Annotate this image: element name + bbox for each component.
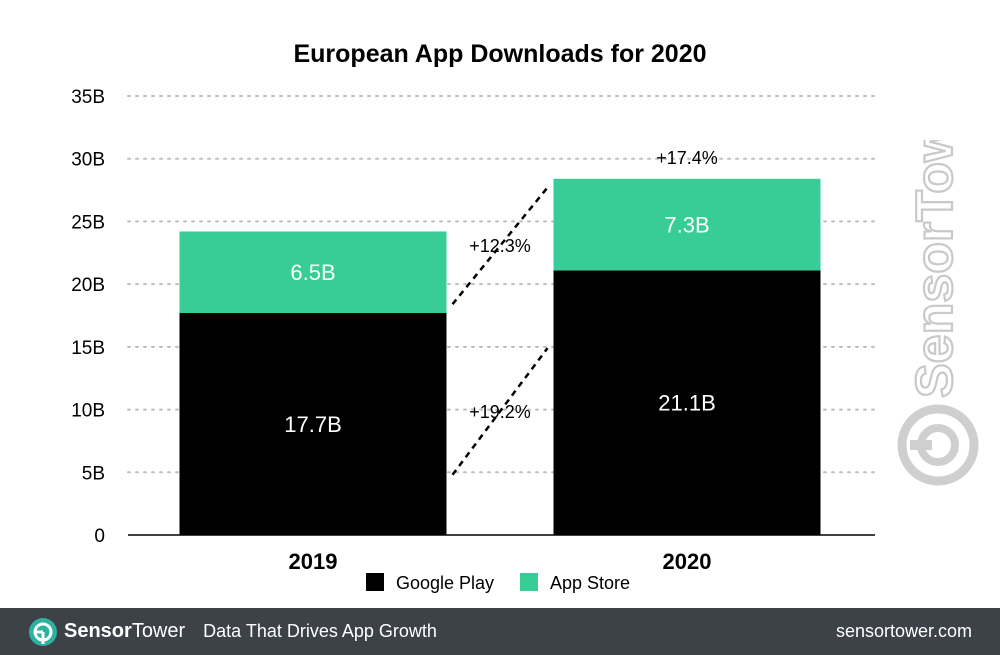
total-growth-label: +17.4% bbox=[656, 148, 718, 168]
bar-data-label: 7.3B bbox=[664, 213, 709, 238]
sensortower-watermark: SensorTower bbox=[890, 71, 990, 500]
app-store-growth-label: +12.3% bbox=[469, 236, 531, 256]
footer-url[interactable]: sensortower.com bbox=[835, 621, 972, 641]
y-tick-label: 20B bbox=[71, 275, 105, 296]
footer-brand-part2: Tower bbox=[131, 620, 186, 642]
sensortower-logo-icon bbox=[897, 404, 979, 486]
y-tick-label: 5B bbox=[82, 463, 105, 484]
bar-2020-google-play bbox=[553, 270, 821, 535]
y-tick-label: 30B bbox=[71, 150, 105, 171]
y-tick-label: 10B bbox=[71, 401, 105, 422]
growth-connector-google-play bbox=[451, 347, 549, 476]
bar-2019-app-store bbox=[179, 231, 447, 313]
bar-data-label: 17.7B bbox=[284, 412, 342, 437]
bar-2020-app-store bbox=[553, 178, 821, 271]
legend-label-google-play: Google Play bbox=[396, 573, 494, 593]
legend-swatch-app-store bbox=[520, 573, 538, 591]
y-tick-label: 15B bbox=[71, 338, 105, 359]
footer-tagline: Data That Drives App Growth bbox=[203, 621, 437, 641]
sensortower-logo-icon bbox=[29, 617, 57, 646]
y-tick-label: 0 bbox=[94, 526, 105, 547]
chart: European App Downloads for 2020 0 5B 10B 15… bbox=[71, 40, 876, 593]
legend-label-app-store: App Store bbox=[550, 573, 630, 593]
footer-logo[interactable]: SensorTower bbox=[28, 617, 185, 647]
bar-data-label: 6.5B bbox=[290, 260, 335, 285]
y-tick-label: 35B bbox=[71, 87, 105, 108]
google-play-growth-label: +19.2% bbox=[469, 402, 531, 422]
watermark-text: SensorTower bbox=[906, 140, 964, 398]
bar-data-label: 21.1B bbox=[658, 391, 716, 416]
chart-title: European App Downloads for 2020 bbox=[293, 40, 706, 68]
footer-brand-part1: Sensor bbox=[64, 620, 132, 642]
footer-bar: SensorTower Data That Drives App Growth … bbox=[0, 608, 1000, 655]
bar-2019-google-play bbox=[179, 312, 447, 535]
growth-connector-app-store bbox=[451, 186, 549, 306]
y-tick-label: 25B bbox=[71, 212, 105, 233]
x-tick-label: 2019 bbox=[289, 549, 338, 574]
footer-brand: SensorTower bbox=[64, 620, 185, 643]
x-tick-label: 2020 bbox=[663, 549, 712, 574]
legend-swatch-google-play bbox=[366, 573, 384, 591]
